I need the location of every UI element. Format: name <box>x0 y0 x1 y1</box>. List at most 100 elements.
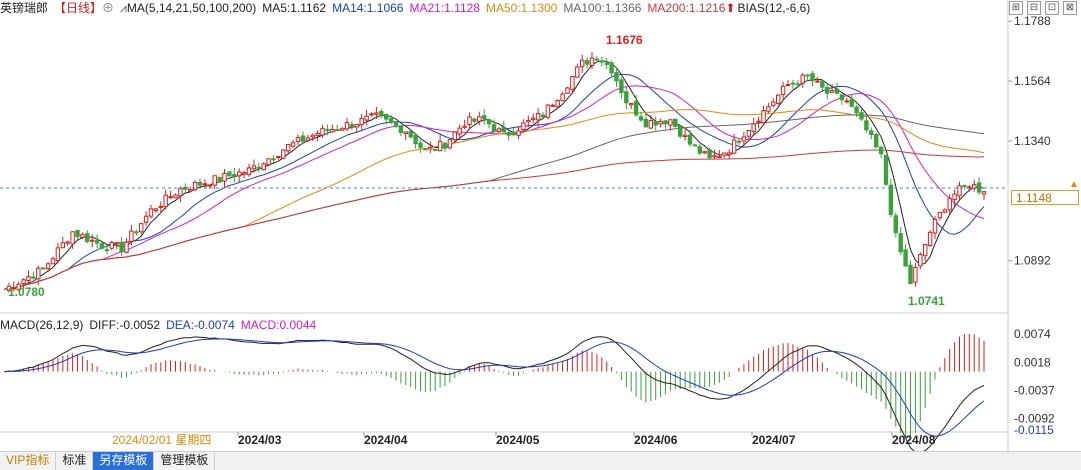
candle <box>403 131 409 141</box>
period-label[interactable]: 【日线】 <box>54 1 103 15</box>
candle <box>344 117 350 132</box>
candle <box>6 282 12 293</box>
month-tick-label: 2024/05 <box>496 433 540 447</box>
macd-tick-label: -0.0037 <box>1014 383 1055 397</box>
candle <box>741 131 747 147</box>
macd-dea-line <box>3 338 985 437</box>
candle <box>599 56 605 67</box>
candle <box>521 119 526 132</box>
candle <box>31 271 36 280</box>
candle <box>300 131 306 144</box>
macd-diff-line <box>3 336 985 451</box>
grid-icon[interactable]: ⊟ <box>1027 1 1041 15</box>
candle <box>423 148 428 151</box>
candle <box>614 67 619 87</box>
candle <box>898 227 903 255</box>
candle <box>11 281 17 292</box>
candle <box>653 116 658 131</box>
candle <box>413 133 418 149</box>
ma200-value: MA200:1.1216 <box>647 1 726 15</box>
gear-icon[interactable]: ⊕ <box>102 1 115 15</box>
candle <box>432 148 438 152</box>
candle <box>638 111 644 122</box>
candle <box>535 108 541 127</box>
candle <box>143 211 149 226</box>
candle <box>824 84 830 100</box>
cursor-date-label: 2024/02/01 星期四 <box>112 433 211 447</box>
candle <box>575 63 580 78</box>
candle <box>859 109 864 121</box>
candle <box>364 109 369 126</box>
candle <box>124 238 129 254</box>
ma100-value: MA100:1.1366 <box>563 1 642 15</box>
maximize-icon[interactable]: ⊠ <box>1063 1 1077 15</box>
candle <box>584 57 590 69</box>
candle <box>834 82 840 95</box>
candle <box>878 145 884 159</box>
candlesticks <box>6 52 987 293</box>
high-price-label: 1.1676 <box>606 33 643 47</box>
ma-title: MA(5,14,21,50,100,200) <box>126 1 257 15</box>
candle <box>839 94 845 105</box>
candle <box>560 91 565 102</box>
candle <box>491 119 497 134</box>
candle <box>780 81 786 100</box>
candle <box>383 113 389 125</box>
macd-axis: 0.0074 0.0018 -0.0037 -0.0092-0.0115 <box>1014 327 1055 437</box>
tab-vip-indicator[interactable]: VIP指标 <box>0 452 57 470</box>
settings-icon[interactable]: ⊡ <box>1045 1 1059 15</box>
candle <box>869 127 874 140</box>
candle <box>40 267 46 270</box>
candle <box>153 207 159 214</box>
candle <box>633 94 639 117</box>
month-tick-label: 2024/07 <box>752 433 796 447</box>
tab-manage-template[interactable]: 管理模板 <box>154 452 216 470</box>
candle <box>501 120 507 133</box>
window-controls: ⊞ ⊟ ⊡ ⊠ <box>1009 1 1077 15</box>
ma200-line <box>3 149 985 290</box>
candle <box>187 186 193 193</box>
candle <box>810 70 815 87</box>
candle <box>89 234 95 248</box>
candle <box>26 270 31 285</box>
candle <box>266 158 271 167</box>
candle <box>408 129 413 139</box>
candle <box>643 113 649 128</box>
candle <box>506 130 511 141</box>
candle <box>795 80 801 86</box>
layout-icon[interactable]: ⊞ <box>1009 1 1023 15</box>
candle <box>726 149 732 159</box>
candle <box>359 113 364 130</box>
candle <box>746 129 752 142</box>
candle <box>687 130 693 147</box>
candle <box>178 186 183 203</box>
candle <box>942 208 948 214</box>
candle <box>628 102 634 110</box>
candle <box>349 121 355 130</box>
candle <box>202 179 208 189</box>
macd-tick-label: 0.0018 <box>1014 355 1051 369</box>
macd-tick-label: -0.0092 <box>1014 411 1055 425</box>
candle <box>271 155 276 163</box>
candle <box>393 121 399 129</box>
month-tick-label: 2024/03 <box>238 433 282 447</box>
tab-save-template[interactable]: 另存模板 <box>93 452 155 470</box>
price-chart[interactable]: 1.1788 1.1564 1.1340 1.0892 0.0074 0.0018 -0.… <box>0 0 1081 451</box>
candle <box>158 201 164 214</box>
candle <box>550 103 556 108</box>
candle <box>526 115 531 128</box>
candle <box>109 240 115 251</box>
candle <box>962 184 967 190</box>
candle <box>305 134 311 142</box>
ma21-line <box>3 85 985 290</box>
candle <box>462 119 467 130</box>
candle <box>516 126 521 140</box>
candle <box>369 112 374 117</box>
candle <box>658 118 663 128</box>
candle <box>829 84 835 93</box>
candle <box>594 55 600 61</box>
tab-standard[interactable]: 标准 <box>56 452 94 470</box>
candle <box>452 131 458 143</box>
candle <box>849 94 854 107</box>
macd-tick-label: 0.0074 <box>1014 327 1051 341</box>
